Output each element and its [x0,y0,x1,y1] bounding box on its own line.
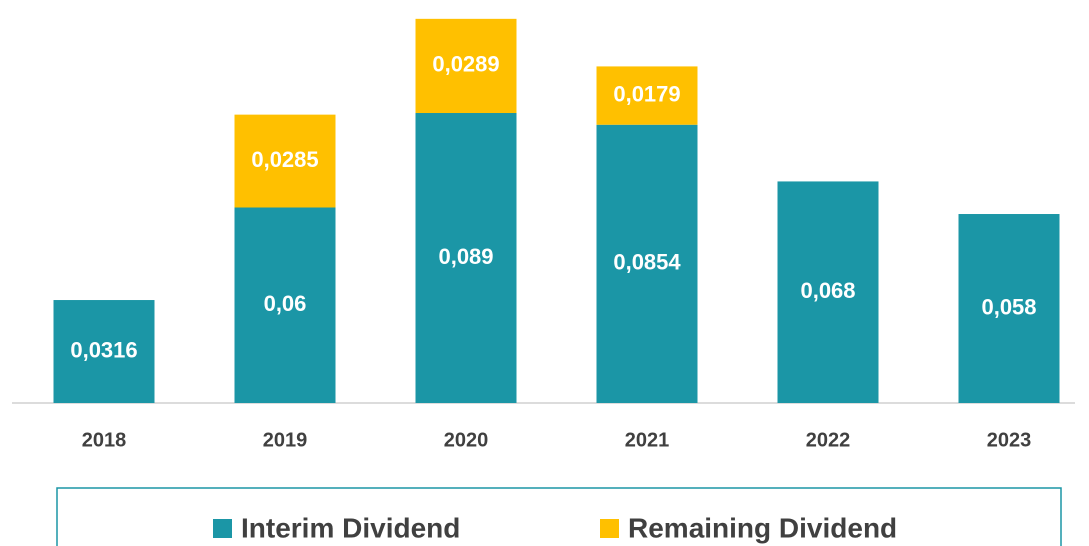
bar-segment [777,181,879,403]
data-label: 0,068 [800,278,855,303]
legend-swatch [213,519,232,538]
x-tick-label: 2023 [987,429,1032,451]
data-label: 0,0316 [70,337,137,362]
x-tick-label: 2021 [625,429,670,451]
bar-segment [53,300,155,403]
x-tick-label: 2022 [806,429,851,451]
x-tick-label: 2018 [82,429,127,451]
bar-segment [596,66,698,125]
data-label: 0,06 [264,291,307,316]
data-label: 0,0289 [432,52,499,77]
legend-label: Interim Dividend [241,512,460,543]
data-label: 0,058 [981,294,1036,319]
data-label: 0,0854 [613,250,681,275]
data-label: 0,0285 [251,147,318,172]
bar-segment [234,114,336,208]
bar-segment [415,113,517,403]
x-tick-label: 2019 [263,429,308,451]
legend-label: Remaining Dividend [628,512,897,543]
bar-segment [596,124,698,403]
legend-box [56,487,1062,546]
data-label: 0,0179 [613,81,680,106]
bar-segment [958,214,1060,403]
data-label: 0,089 [438,244,493,269]
legend-swatch [600,519,619,538]
x-tick-label: 2020 [444,429,489,451]
bar-segment [234,207,336,403]
bar-segment [415,18,517,114]
